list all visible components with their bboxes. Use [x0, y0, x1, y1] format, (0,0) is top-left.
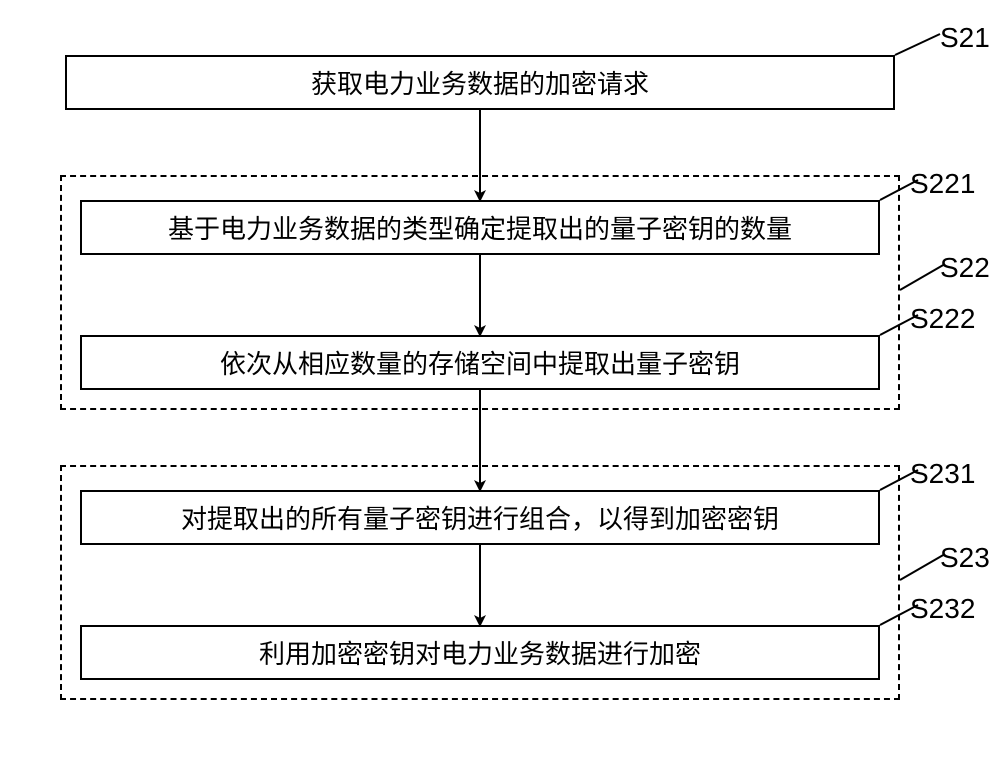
- flowchart-canvas: 获取电力业务数据的加密请求 基于电力业务数据的类型确定提取出的量子密钥的数量 依…: [0, 0, 1000, 762]
- label-s221: S221: [910, 168, 975, 200]
- label-s222: S222: [910, 303, 975, 335]
- label-s21: S21: [940, 22, 990, 54]
- step-s232-text: 利用加密密钥对电力业务数据进行加密: [259, 634, 701, 671]
- step-s222-box: 依次从相应数量的存储空间中提取出量子密钥: [80, 335, 880, 390]
- label-s23: S23: [940, 542, 990, 574]
- label-s231: S231: [910, 458, 975, 490]
- step-s21-text: 获取电力业务数据的加密请求: [311, 64, 649, 101]
- label-s232: S232: [910, 593, 975, 625]
- step-s232-box: 利用加密密钥对电力业务数据进行加密: [80, 625, 880, 680]
- step-s222-text: 依次从相应数量的存储空间中提取出量子密钥: [220, 344, 740, 381]
- step-s221-box: 基于电力业务数据的类型确定提取出的量子密钥的数量: [80, 200, 880, 255]
- step-s21-box: 获取电力业务数据的加密请求: [65, 55, 895, 110]
- step-s221-text: 基于电力业务数据的类型确定提取出的量子密钥的数量: [168, 209, 792, 246]
- step-s231-box: 对提取出的所有量子密钥进行组合，以得到加密密钥: [80, 490, 880, 545]
- label-s22: S22: [940, 252, 990, 284]
- step-s231-text: 对提取出的所有量子密钥进行组合，以得到加密密钥: [181, 499, 779, 536]
